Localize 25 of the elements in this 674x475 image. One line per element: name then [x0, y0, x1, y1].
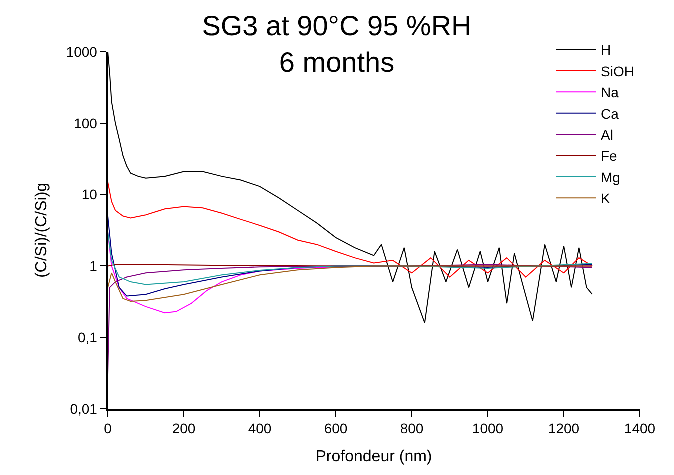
x-axis-title: Profondeur (nm): [316, 448, 432, 466]
x-tick-label: 1200: [548, 420, 580, 437]
y-tick-label: 0,1: [78, 330, 98, 346]
y-tick-label: 0,01: [70, 400, 98, 417]
legend-label: Fe: [601, 148, 618, 164]
legend-label: Mg: [601, 169, 620, 186]
y-tick-label: 100: [74, 115, 98, 132]
legend-label: K: [601, 190, 611, 207]
legend-label: SiOH: [601, 63, 634, 80]
y-axis-title: (C/Si)/(C/Si)g: [34, 182, 51, 278]
legend-label: Ca: [601, 106, 620, 122]
x-tick-label: 0: [104, 420, 112, 437]
y-tick-label: 10: [82, 186, 98, 203]
x-tick-label: 1400: [624, 420, 656, 437]
x-tick-label: 400: [248, 420, 272, 437]
y-tick-label: 1: [90, 258, 98, 274]
chart-title: SG3 at 90°C 95 %RH 6 months: [202, 10, 472, 78]
y-tick-label: 1000: [66, 44, 98, 60]
x-tick-label: 600: [324, 420, 348, 437]
x-tick-label: 200: [172, 420, 196, 437]
legend-label: Al: [601, 127, 614, 144]
x-tick-label: 800: [400, 420, 424, 437]
legend-label: Na: [601, 84, 620, 101]
legend-label: H: [601, 42, 612, 58]
x-tick-label: 1000: [472, 420, 504, 437]
